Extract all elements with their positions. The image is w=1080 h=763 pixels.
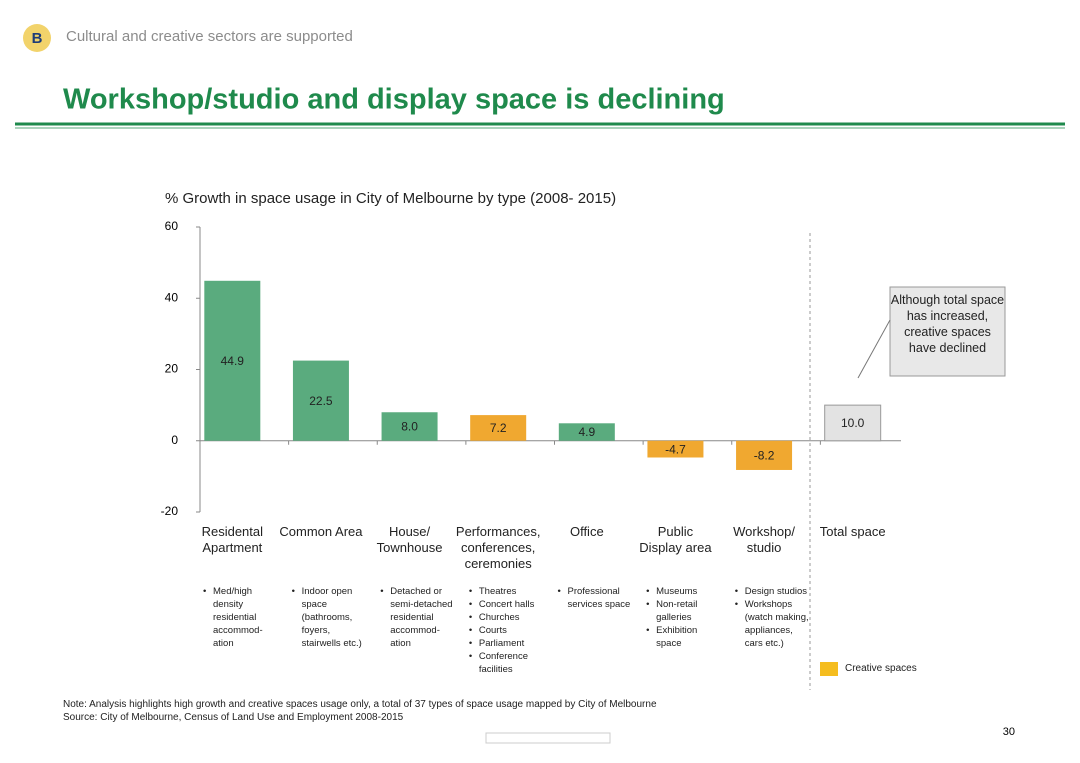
x-tick-label: Residental Apartment [201, 524, 264, 555]
description-item: Conference facilities [469, 650, 547, 676]
description-item: Indoor open space (bathrooms, foyers, st… [292, 585, 370, 650]
annotation: Although total space has increased, crea… [890, 293, 1005, 355]
bar [824, 404, 882, 442]
description-item: Parliament [469, 637, 547, 650]
y-tick-label: 0 [171, 433, 178, 447]
description-list: TheatresConcert hallsChurchesCourtsParli… [469, 585, 547, 676]
badge [23, 24, 51, 52]
y-tick-label: 60 [165, 219, 179, 233]
description-list: Design studiosWorkshops (watch making, a… [735, 585, 813, 650]
y-tick-label: 40 [165, 290, 179, 304]
x-tick-label: Common Area [279, 524, 363, 539]
legend-swatch [820, 662, 838, 676]
description-item: Courts [469, 624, 547, 637]
x-tick-label: Performances, conferences, ceremonies [455, 524, 541, 571]
description-item: Museums [646, 585, 724, 598]
value-label: -8.2 [754, 449, 775, 463]
value-label: 8.0 [401, 420, 418, 434]
annotation-box [889, 286, 1006, 377]
x-tick-label: House/ Townhouse [376, 524, 443, 555]
value-label: 4.9 [578, 425, 595, 439]
slide-title: Workshop/studio and display space is dec… [63, 84, 725, 116]
x-tick-label: Total space [819, 524, 886, 539]
value-label: -4.7 [665, 442, 686, 456]
y-tick-label: 20 [165, 362, 179, 376]
description-item: Exhibition space [646, 624, 724, 650]
bar [470, 415, 527, 441]
value-label: 44.9 [221, 354, 245, 368]
description-item: Med/high density residential accommod-at… [203, 585, 281, 650]
bar [381, 412, 438, 441]
description-item: Professional services space [558, 585, 636, 611]
page-number: 30 [1003, 726, 1015, 738]
description-item: Theatres [469, 585, 547, 598]
description-item: Workshops (watch making, appliances, car… [735, 598, 813, 650]
bar [736, 440, 793, 470]
description-list: Professional services space [558, 585, 636, 611]
legend-label: Creative spaces [845, 663, 917, 674]
bar [558, 423, 615, 441]
value-label: 7.2 [490, 421, 507, 435]
value-label: 22.5 [309, 394, 333, 408]
value-label: 10.0 [841, 416, 865, 430]
x-tick-label: Public Display area [639, 524, 712, 555]
bar [204, 280, 261, 441]
description-item: Design studios [735, 585, 813, 598]
description-item: Non-retail galleries [646, 598, 724, 624]
source: Source: City of Melbourne, Census of Lan… [63, 712, 404, 723]
section-title: Cultural and creative sectors are suppor… [66, 28, 353, 45]
description-item: Concert halls [469, 598, 547, 611]
badge-letter: B [32, 30, 43, 47]
description-item: Detached or semi-detached residential ac… [380, 585, 458, 650]
description-list: Med/high density residential accommod-at… [203, 585, 281, 650]
footer-box [485, 732, 611, 744]
description-list: Detached or semi-detached residential ac… [380, 585, 458, 650]
x-tick-label: Office [569, 524, 604, 539]
description-list: MuseumsNon-retail galleriesExhibition sp… [646, 585, 724, 650]
x-tick-label: Workshop/ studio [733, 524, 796, 555]
annotation-pointer [857, 319, 891, 379]
chart-title: % Growth in space usage in City of Melbo… [165, 190, 616, 207]
bar [647, 440, 704, 458]
note: Note: Analysis highlights high growth an… [63, 699, 657, 710]
y-tick-label: -20 [161, 504, 179, 518]
description-item: Churches [469, 611, 547, 624]
bar [292, 360, 349, 441]
description-list: Indoor open space (bathrooms, foyers, st… [292, 585, 370, 650]
